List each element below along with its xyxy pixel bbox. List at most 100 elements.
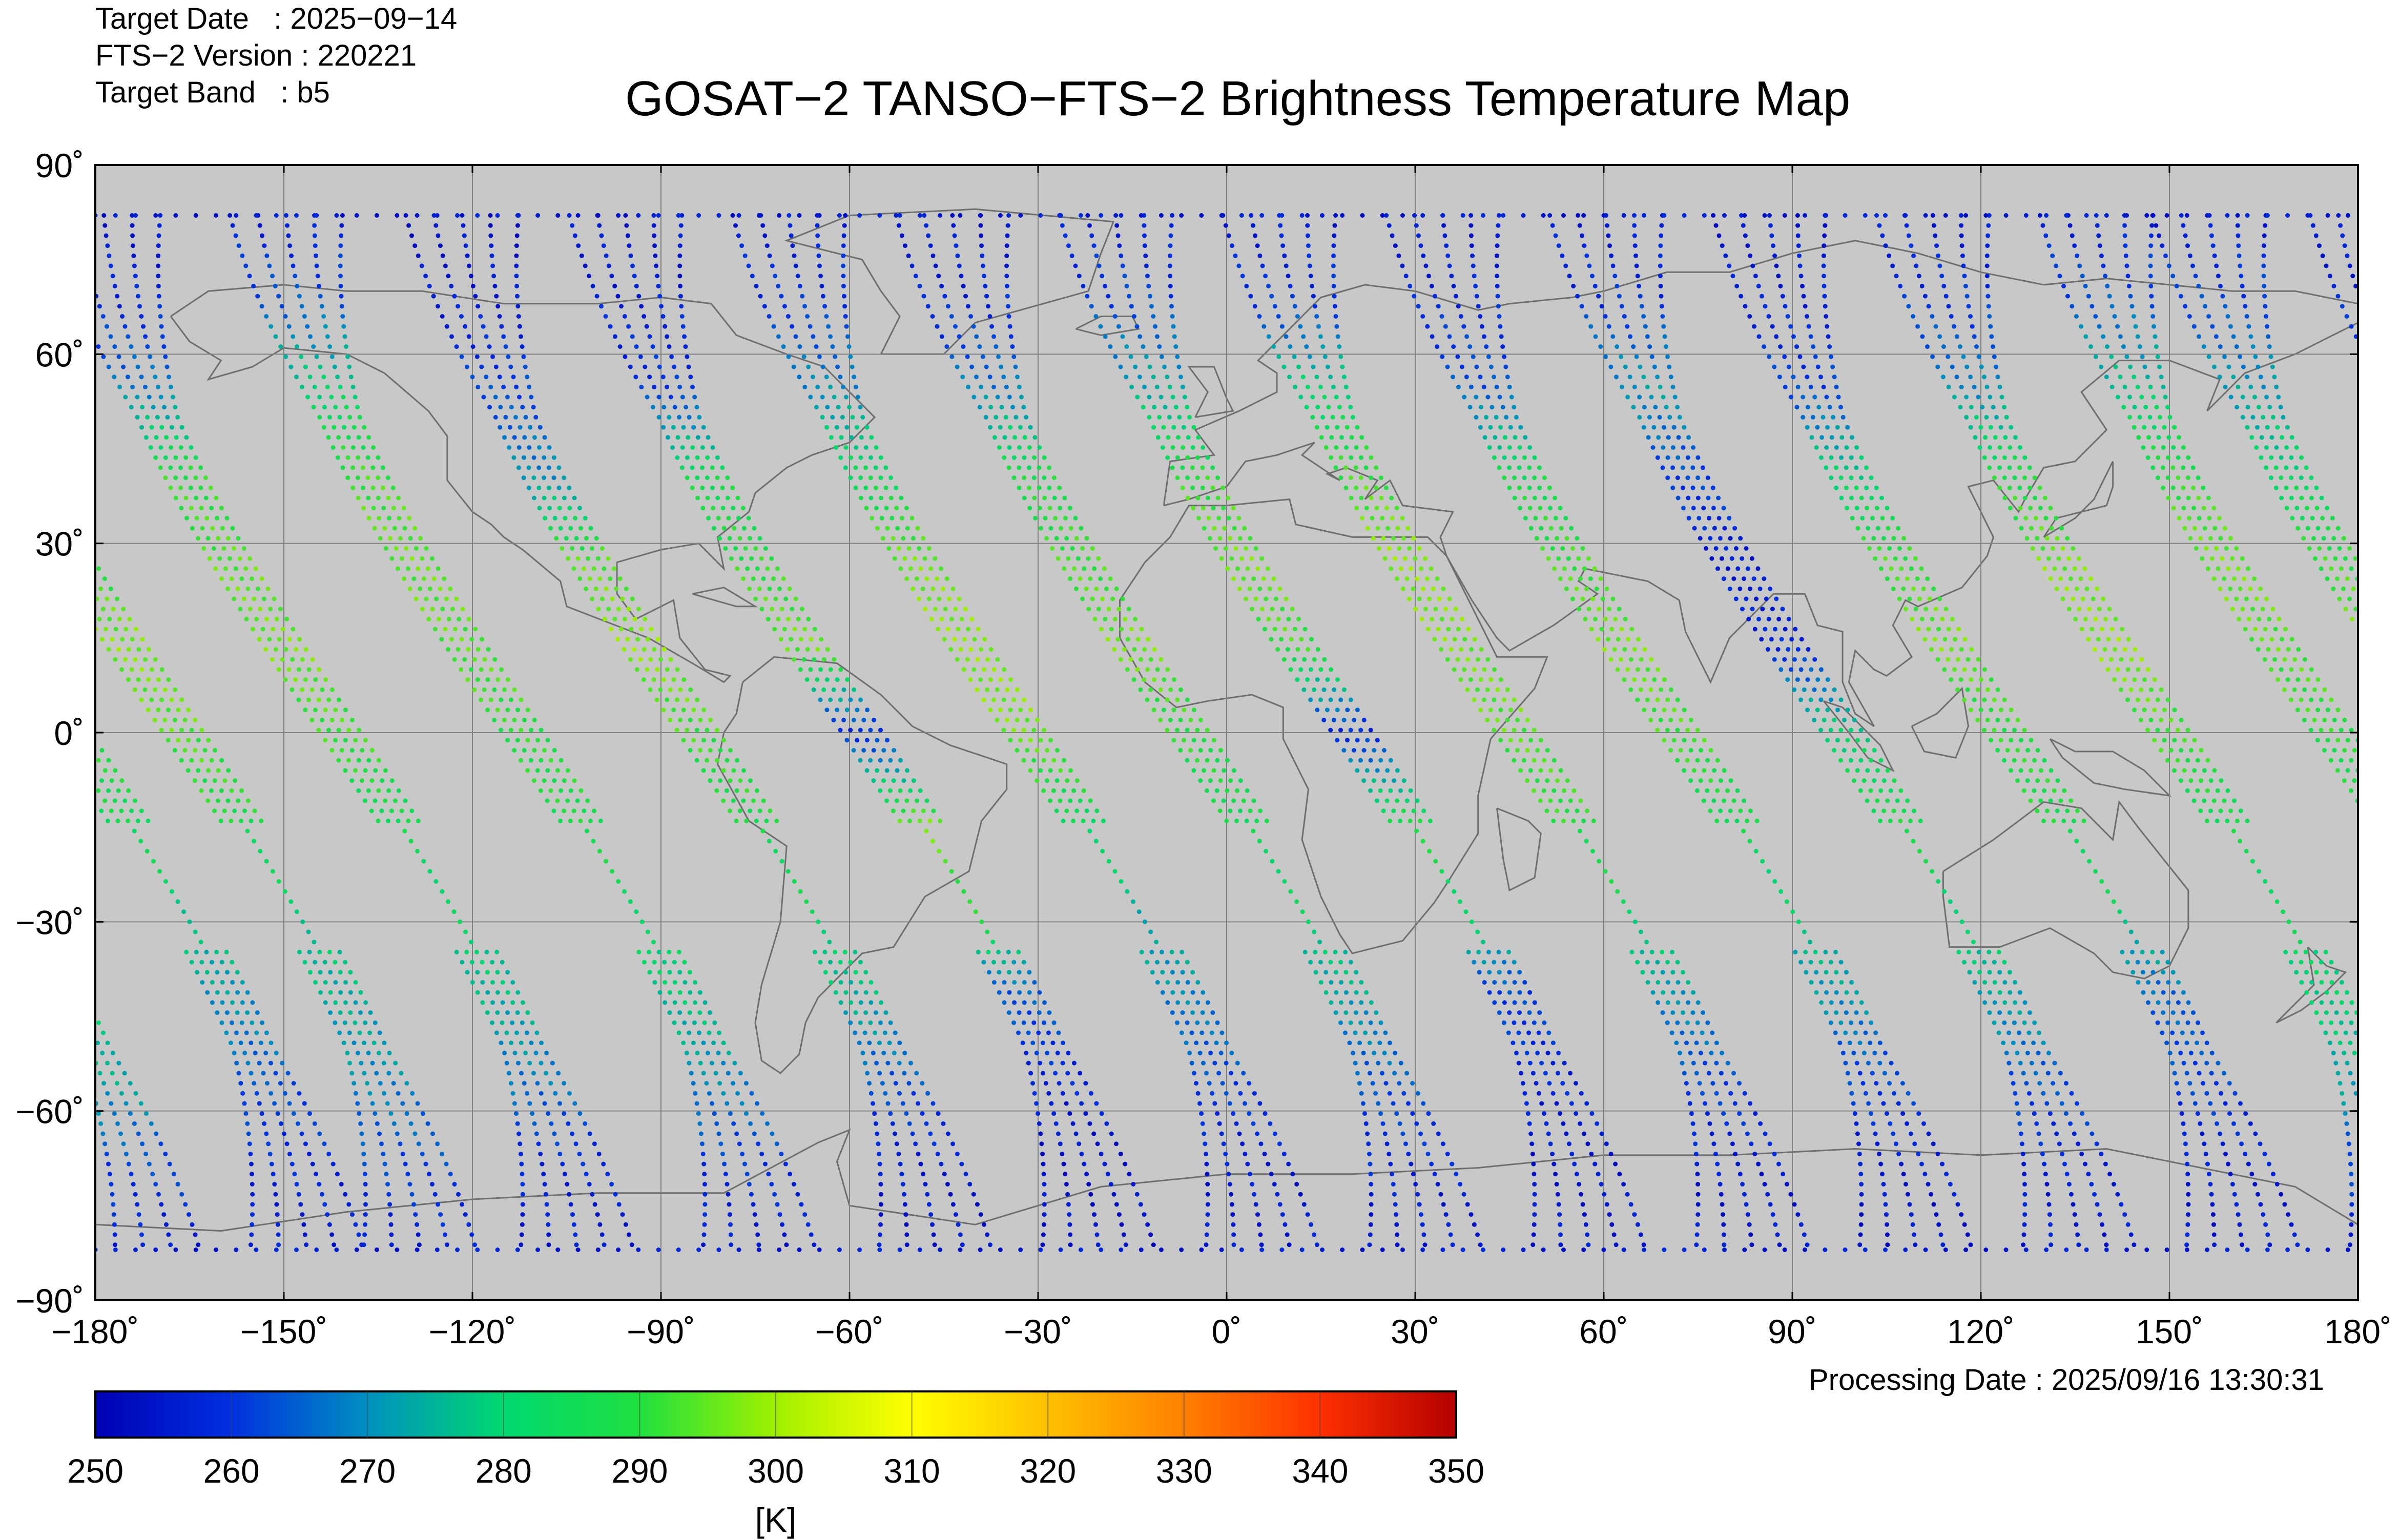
data-point: [1190, 1010, 1195, 1015]
data-point: [1145, 274, 1150, 279]
data-point: [634, 283, 639, 288]
data-point: [435, 1141, 440, 1147]
data-point: [270, 274, 275, 279]
data-point: [1798, 1222, 1804, 1227]
data-point: [787, 586, 792, 591]
data-point: [1244, 596, 1248, 601]
data-point: [781, 576, 786, 581]
data-point: [446, 899, 451, 904]
data-point: [1589, 1111, 1595, 1116]
data-point: [1588, 576, 1593, 581]
data-point: [591, 566, 596, 571]
data-point: [1512, 727, 1517, 733]
data-point: [2210, 324, 2215, 329]
data-point: [1425, 627, 1431, 632]
data-point: [829, 435, 834, 440]
data-point: [515, 304, 521, 309]
data-point: [366, 788, 371, 793]
data-point: [1706, 1071, 1711, 1076]
data-point: [1175, 354, 1180, 359]
data-point: [2181, 223, 2186, 228]
data-point: [311, 344, 316, 349]
data-point: [1638, 687, 1643, 692]
data-point: [783, 1161, 788, 1167]
data-point: [1339, 435, 1344, 440]
data-point: [1857, 1151, 1862, 1156]
data-point: [1659, 294, 1664, 299]
data-point: [1651, 425, 1657, 430]
data-point: [1481, 940, 1486, 945]
data-point: [1349, 435, 1354, 440]
data-point: [403, 1161, 408, 1167]
data-point: [1443, 607, 1448, 612]
data-point: [1042, 1000, 1047, 1005]
data-point: [1053, 1071, 1058, 1076]
data-point: [1030, 1040, 1036, 1046]
data-point: [1452, 889, 1457, 894]
data-point: [930, 1222, 935, 1227]
data-point: [1032, 980, 1037, 985]
data-point: [1082, 1161, 1087, 1167]
data-point: [1868, 1111, 1873, 1116]
data-point: [1798, 697, 1804, 702]
data-point: [1185, 495, 1190, 501]
data-point: [1341, 748, 1347, 753]
data-point: [1180, 384, 1185, 389]
data-point: [917, 818, 922, 823]
data-point: [815, 384, 820, 389]
data-point: [525, 738, 530, 743]
data-point: [1602, 1192, 1607, 1197]
data-point: [1263, 627, 1267, 632]
data-point: [1690, 1030, 1694, 1035]
data-point: [229, 818, 234, 823]
data-point: [928, 566, 934, 571]
data-point: [1004, 243, 1009, 248]
data-point: [902, 556, 907, 561]
data-point: [1494, 384, 1499, 389]
data-point: [832, 657, 837, 662]
data-point: [1094, 1101, 1099, 1106]
data-point: [1554, 1101, 1559, 1106]
data-point: [1381, 808, 1386, 814]
data-point: [702, 1222, 707, 1227]
data-point: [1069, 253, 1074, 258]
data-point: [725, 475, 730, 481]
data-point: [1011, 354, 1017, 359]
data-point: [1715, 1161, 1720, 1167]
data-point: [1877, 1040, 1882, 1046]
data-point: [1655, 455, 1660, 460]
data-point: [1532, 1172, 1537, 1177]
data-point: [1522, 1000, 1527, 1005]
data-point: [1344, 425, 1350, 430]
data-point: [108, 334, 113, 339]
data-point: [1064, 808, 1069, 814]
data-point: [1171, 738, 1176, 743]
data-point: [2250, 344, 2256, 349]
data-point: [1452, 667, 1457, 672]
data-point: [915, 798, 919, 803]
data-point: [858, 697, 863, 702]
data-point: [368, 1010, 373, 1015]
data-point: [701, 768, 706, 773]
data-point: [702, 1202, 708, 1207]
data-point: [440, 607, 445, 612]
data-point: [1175, 980, 1181, 985]
data-point: [1191, 425, 1196, 430]
data-point: [475, 304, 481, 309]
data-point: [1705, 758, 1710, 763]
data-point: [465, 970, 470, 975]
data-point: [759, 607, 764, 612]
data-point: [1292, 627, 1297, 632]
data-point: [350, 445, 356, 450]
data-point: [1543, 515, 1548, 521]
data-point: [931, 1232, 936, 1237]
data-point: [1926, 1182, 1931, 1187]
data-point: [371, 445, 376, 450]
data-point: [585, 798, 590, 803]
data-point: [1661, 324, 1666, 329]
data-point: [481, 324, 486, 329]
data-point: [1607, 607, 1611, 612]
data-point: [1521, 758, 1526, 763]
data-point: [1734, 818, 1740, 823]
data-point: [936, 1111, 941, 1116]
